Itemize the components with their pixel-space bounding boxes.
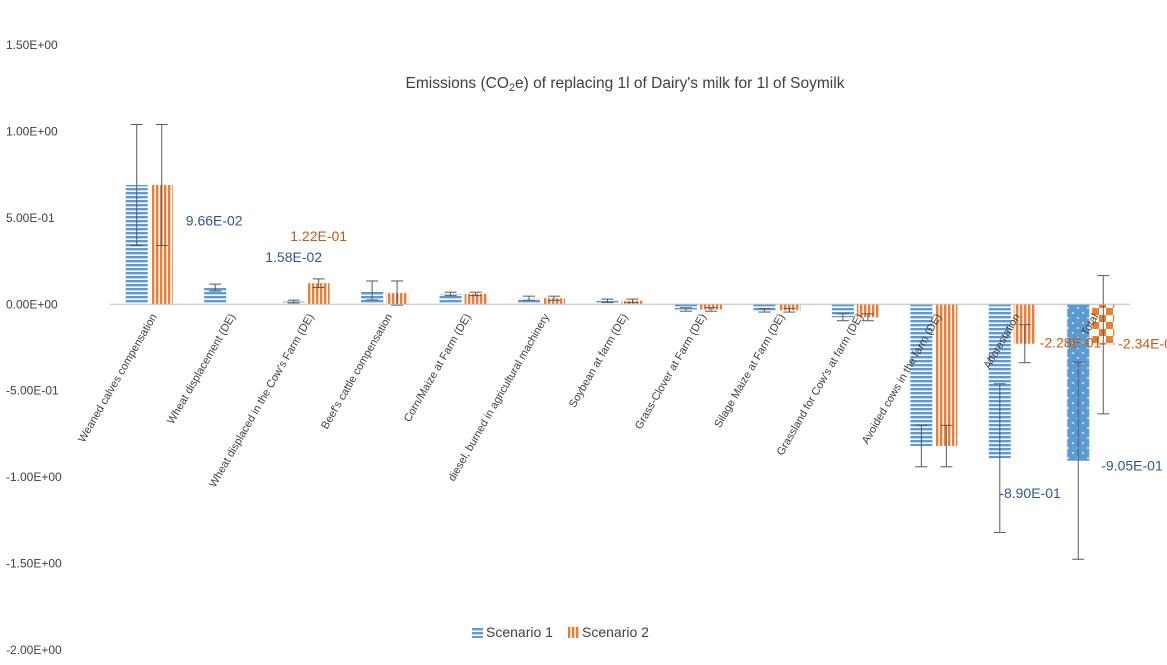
- chart-title: Emissions (CO2e) of replacing 1l of Dair…: [406, 75, 845, 94]
- y-tick-label: 1.50E+00: [6, 38, 58, 52]
- category-label: Grassland for Cow's at farm (DE): [775, 312, 866, 458]
- data-label: 9.66E-02: [186, 213, 243, 229]
- error-bar-2-10: [940, 424, 953, 468]
- bar-1-4: [439, 293, 462, 305]
- y-tick-label: -1.00E+00: [6, 470, 62, 484]
- error-bars: [130, 124, 1110, 560]
- bar-1-10: [910, 304, 933, 447]
- bar-1-7: [674, 304, 697, 310]
- y-tick-label: -2.00E+00: [6, 643, 62, 657]
- bar-1-11: [988, 304, 1011, 459]
- y-tick-label: -5.00E-01: [6, 384, 59, 398]
- bar-1-5: [518, 298, 541, 305]
- error-bar-2-6: [626, 298, 639, 304]
- error-bar-2-7: [704, 307, 717, 312]
- error-bar-1-7: [679, 307, 692, 312]
- error-bar-2-5: [548, 295, 561, 301]
- legend-swatch-scenario-1: [472, 627, 483, 638]
- bar-2-7: [699, 304, 722, 310]
- error-bar-2-3: [391, 280, 404, 306]
- error-bar-1-0: [130, 124, 143, 247]
- bar-1-1: [204, 287, 227, 305]
- error-bar-2-12: [1097, 275, 1110, 415]
- bar-2-5: [543, 298, 566, 305]
- error-bar-2-2: [312, 278, 325, 289]
- error-bar-1-3: [366, 280, 379, 301]
- legend: Scenario 1 Scenario 2: [472, 624, 649, 640]
- title-part-1: Emissions (CO: [406, 75, 509, 92]
- category-label: Corn/Maize at Farm (DE): [402, 312, 474, 424]
- title-subscript: 2: [509, 82, 515, 94]
- legend-swatch-scenario-2: [568, 627, 579, 638]
- category-label: Silage Maize at Farm (DE): [712, 312, 787, 430]
- category-label: Soybean at farm (DE): [567, 312, 631, 410]
- data-label: -2.28E-01: [1040, 335, 1102, 351]
- data-labels: 9.66E-02 1.58E-02 1.22E-01 -8.90E-01 -2.28E-…: [186, 213, 1167, 502]
- bar-2-4: [464, 293, 487, 305]
- category-label: Beef's cattle compensation: [319, 312, 395, 432]
- title-part-2: e) of replacing 1l of Dairy's milk for 1…: [515, 75, 845, 92]
- data-label: -2.34E-01: [1118, 336, 1167, 352]
- error-bar-1-6: [601, 298, 614, 304]
- error-bar-1-9: [836, 313, 849, 322]
- category-label: Grass-Clover at Farm (DE): [633, 312, 709, 432]
- error-bar-1-11: [993, 383, 1006, 533]
- bar-2-8: [778, 304, 801, 311]
- error-bar-2-8: [783, 308, 796, 313]
- category-label: Weaned calves compensation: [76, 312, 160, 445]
- bar-1-8: [753, 304, 776, 311]
- plot-area: [110, 124, 1130, 560]
- y-axis-ticks: 1.50E+00 1.00E+00 5.00E-01 0.00E+00 -5.00E-0…: [6, 38, 62, 657]
- error-bar-1-4: [444, 291, 457, 297]
- error-bar-1-10: [915, 424, 928, 468]
- error-bar-1-8: [758, 308, 771, 313]
- bar-2-10: [935, 304, 958, 447]
- data-label: 1.58E-02: [265, 249, 322, 265]
- data-label: -8.90E-01: [999, 485, 1061, 501]
- legend-label-scenario-1: Scenario 1: [486, 624, 553, 640]
- y-tick-label: -1.50E+00: [6, 557, 62, 571]
- error-bar-2-0: [155, 124, 168, 247]
- bar-2-2: [307, 283, 330, 305]
- category-label: Wheat displacement (DE): [165, 312, 238, 427]
- error-bar-2-11: [1018, 324, 1031, 364]
- data-label: -9.05E-01: [1101, 458, 1163, 474]
- error-bar-2-9: [861, 313, 874, 322]
- y-tick-label: 0.00E+00: [6, 297, 58, 311]
- bar-2-11: [1013, 304, 1036, 344]
- error-bar-1-2: [287, 299, 300, 304]
- error-bar-2-4: [469, 291, 482, 297]
- y-tick-label: 1.00E+00: [6, 124, 58, 138]
- data-label: 1.22E-01: [290, 228, 347, 244]
- error-bar-1-5: [523, 295, 536, 301]
- legend-label-scenario-2: Scenario 2: [582, 624, 649, 640]
- error-bar-1-12: [1072, 361, 1085, 560]
- error-bar-1-1: [209, 283, 222, 292]
- y-tick-label: 5.00E-01: [6, 211, 55, 225]
